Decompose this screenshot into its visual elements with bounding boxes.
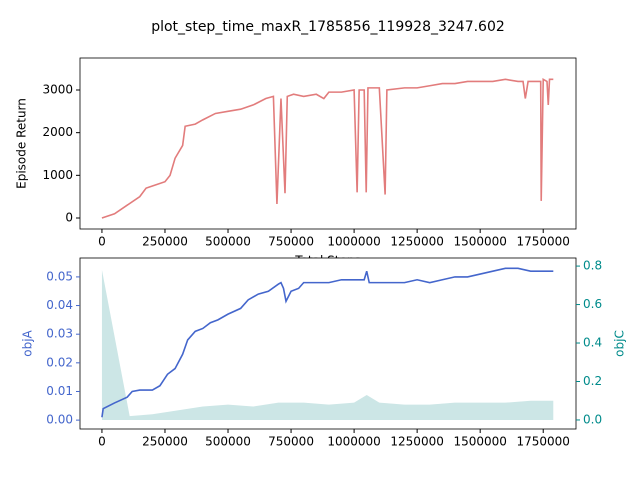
y-tick-label: 0 — [65, 210, 73, 224]
y2-tick-label: 0.8 — [583, 259, 602, 273]
chart-title: plot_step_time_maxR_1785856_119928_3247.… — [151, 19, 505, 35]
y2-tick-label: 0.0 — [583, 412, 602, 426]
x-tick-label: 1750000 — [516, 435, 569, 449]
y-tick-label: 2000 — [42, 125, 73, 139]
x-tick-label: 1250000 — [390, 235, 443, 249]
y-tick-label: 0.05 — [46, 269, 73, 283]
x-tick-label: 250000 — [142, 435, 188, 449]
x-tick-label: 1250000 — [390, 435, 443, 449]
y-axis-label: objA — [21, 329, 35, 356]
x-tick-label: 1000000 — [327, 435, 380, 449]
x-tick-label: 1750000 — [516, 235, 569, 249]
y2-tick-label: 0.2 — [583, 374, 602, 388]
axes-background — [80, 258, 576, 429]
y2-axis-label: objC — [613, 330, 627, 357]
y-tick-label: 0.01 — [46, 384, 73, 398]
area — [101, 269, 554, 420]
y-tick-label: 0.02 — [46, 355, 73, 369]
y-tick-label: 1000 — [42, 168, 73, 182]
y-tick-label: 0.03 — [46, 327, 73, 341]
y-axis-label: Episode Return — [15, 98, 29, 189]
axes-frame — [79, 57, 577, 230]
line — [101, 77, 554, 219]
x-tick-label: 750000 — [268, 435, 314, 449]
line — [101, 267, 554, 418]
x-tick-label: 1500000 — [453, 235, 506, 249]
x-tick-label: 750000 — [268, 235, 314, 249]
y-tick-label: 0.04 — [46, 298, 73, 312]
y-tick-label: 0.00 — [46, 413, 73, 427]
x-tick-label: 1000000 — [327, 235, 380, 249]
x-tick-label: 500000 — [205, 435, 251, 449]
y2-tick-label: 0.4 — [583, 336, 602, 350]
y2-tick-label: 0.6 — [583, 297, 602, 311]
x-tick-label: 1500000 — [453, 435, 506, 449]
axes-background — [80, 58, 576, 229]
y-tick-label: 3000 — [42, 82, 73, 96]
x-tick-label: 500000 — [205, 235, 251, 249]
x-tick-label: 250000 — [142, 235, 188, 249]
x-tick-label: 0 — [98, 435, 106, 449]
x-tick-label: 0 — [98, 235, 106, 249]
